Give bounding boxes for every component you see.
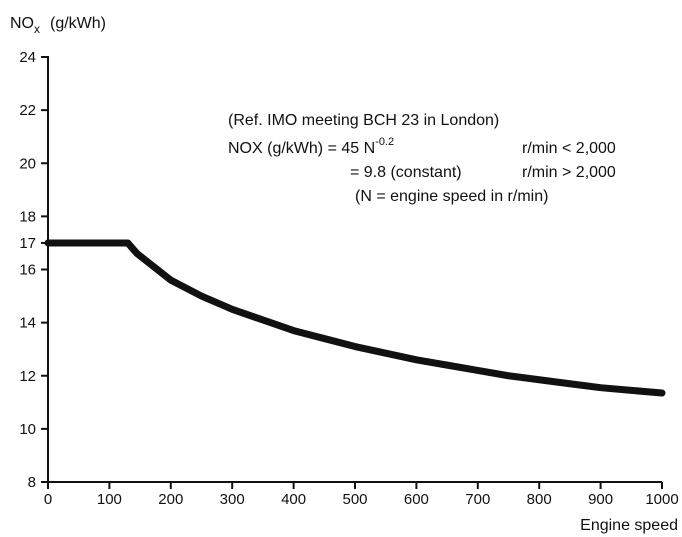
annotation-ref: (Ref. IMO meeting BCH 23 in London) bbox=[228, 112, 499, 129]
annotation-formula3: (N = engine speed in r/min) bbox=[355, 188, 548, 205]
y-tick-label: 10 bbox=[19, 421, 36, 438]
annotation-group: (Ref. IMO meeting BCH 23 in London) NOX … bbox=[228, 112, 616, 205]
series-group bbox=[44, 239, 666, 397]
x-tick-label: 600 bbox=[404, 491, 429, 508]
x-tick-label: 200 bbox=[158, 491, 183, 508]
x-axis-title: Engine speed bbox=[580, 517, 678, 534]
x-tick-label: 800 bbox=[527, 491, 552, 508]
y-tick-label: 18 bbox=[19, 208, 36, 225]
y-tick-label: 24 bbox=[19, 49, 36, 66]
y-tick-label: 8 bbox=[28, 474, 36, 491]
x-tick-label: 1000 bbox=[645, 491, 678, 508]
y-tick-label: 16 bbox=[19, 262, 36, 279]
y-tick-label: 17 bbox=[19, 235, 36, 252]
annotation-formula1-exponent: -0.2 bbox=[375, 136, 394, 148]
y-axis-title-subscript: x bbox=[34, 22, 40, 36]
y-tick-label: 22 bbox=[19, 102, 36, 119]
x-tick-label: 900 bbox=[588, 491, 613, 508]
annotation-formula2-condition: r/min > 2,000 bbox=[522, 164, 616, 181]
x-tick-label: 500 bbox=[342, 491, 367, 508]
x-tick-label: 700 bbox=[465, 491, 490, 508]
y-axis-title-main: NO bbox=[10, 15, 34, 32]
annotation-formula1-condition: r/min < 2,000 bbox=[522, 140, 616, 157]
y-tick-label: 14 bbox=[19, 315, 36, 332]
x-tick-label: 300 bbox=[220, 491, 245, 508]
y-ticks-group: 8 10 12 14 16 17 18 20 22 24 bbox=[19, 49, 48, 491]
annotation-formula1-left: NOX (g/kWh) = 45 N bbox=[228, 140, 375, 157]
annotation-formula1: NOX (g/kWh) = 45 N-0.2 bbox=[228, 136, 394, 157]
y-tick-label: 20 bbox=[19, 155, 36, 172]
y-axis-title-unit: (g/kWh) bbox=[50, 15, 106, 32]
x-tick-label: 100 bbox=[97, 491, 122, 508]
x-tick-label: 0 bbox=[44, 491, 52, 508]
x-ticks-group: 0 100 200 300 400 500 600 700 800 900 1000 bbox=[44, 482, 679, 508]
series-line-0 bbox=[44, 239, 666, 397]
y-axis-title: NOx (g/kWh) bbox=[10, 15, 106, 36]
x-tick-label: 400 bbox=[281, 491, 306, 508]
y-tick-label: 12 bbox=[19, 368, 36, 385]
annotation-formula2: = 9.8 (constant) bbox=[350, 164, 462, 181]
